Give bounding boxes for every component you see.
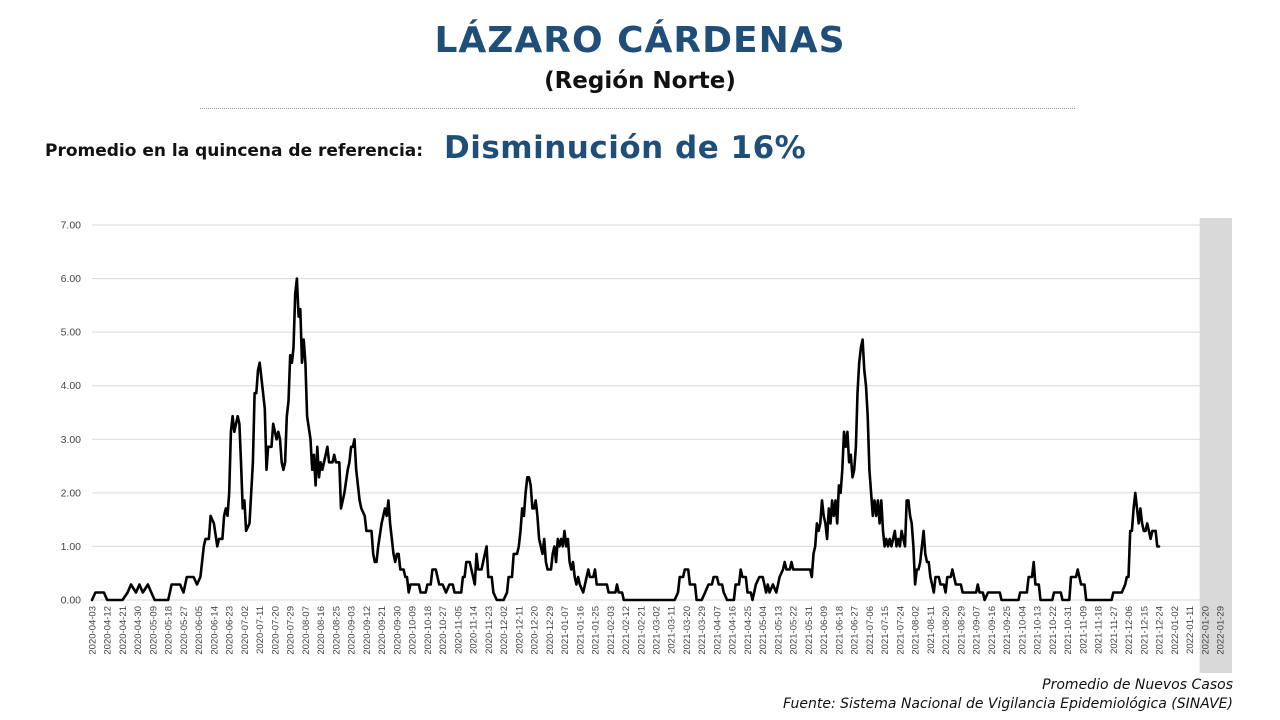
page-title: LÁZARO CÁRDENAS [434, 20, 846, 61]
x-tick-label: 2021-09-16 [987, 606, 998, 655]
x-tick-label: 2021-04-16 [728, 606, 739, 655]
x-tick-label: 2021-12-24 [1155, 606, 1166, 655]
x-tick-label: 2020-12-29 [545, 606, 556, 655]
x-tick-label: 2020-06-14 [209, 606, 220, 655]
x-tick-label: 2021-06-27 [850, 606, 861, 655]
x-tick-label: 2020-10-27 [438, 606, 449, 655]
x-tick-label: 2021-06-18 [834, 606, 845, 655]
x-tick-label: 2020-11-05 [453, 606, 464, 654]
x-tick-label: 2020-07-11 [255, 606, 266, 654]
x-tick-label: 2020-08-25 [331, 606, 342, 655]
y-axis: 0.00 1.00 2.00 3.00 4.00 5.00 6.00 7.00 [61, 220, 82, 607]
x-tick-label: 2021-11-09 [1078, 606, 1089, 654]
x-tick-label: 2020-10-09 [408, 606, 419, 655]
x-tick-label: 2021-09-07 [972, 606, 983, 655]
x-tick-label: 2021-08-02 [911, 606, 922, 655]
x-tick-label: 2020-05-27 [179, 606, 190, 655]
y-tick-label: 0.00 [61, 595, 82, 607]
x-tick-label: 2020-05-18 [164, 606, 175, 655]
x-tick-label: 2022-01-20 [1200, 606, 1211, 655]
x-tick-label: 2021-03-02 [652, 606, 663, 655]
series-layer [90, 277, 1161, 602]
x-tick-label: 2021-09-25 [1002, 606, 1013, 655]
x-tick-label: 2021-04-07 [712, 606, 723, 655]
y-tick-label: 7.00 [61, 220, 82, 232]
source-note: Fuente: Sistema Nacional de Vigilancia E… [783, 696, 1233, 712]
y-tick-label: 1.00 [61, 541, 82, 553]
x-tick-label: 2022-01-29 [1216, 606, 1227, 655]
x-tick-label: 2020-11-14 [469, 606, 480, 654]
x-tick-label: 2021-02-21 [636, 606, 647, 655]
x-tick-label: 2020-06-23 [225, 606, 236, 655]
x-tick-label: 2021-08-29 [956, 606, 967, 655]
x-tick-label: 2021-11-27 [1109, 606, 1120, 654]
series-note: Promedio de Nuevos Casos [1042, 677, 1233, 693]
x-tick-label: 2021-01-25 [591, 606, 602, 655]
x-tick-label: 2020-07-20 [270, 606, 281, 655]
x-tick-label: 2020-08-07 [301, 606, 312, 655]
x-tick-label: 2021-10-13 [1033, 606, 1044, 655]
x-tick-label: 2022-01-11 [1185, 606, 1196, 654]
x-tick-label: 2021-08-11 [926, 606, 937, 654]
x-tick-label: 2022-01-02 [1170, 606, 1181, 655]
x-tick-label: 2021-12-06 [1124, 606, 1135, 655]
x-tick-label: 2020-04-03 [88, 606, 99, 655]
x-tick-label: 2021-03-29 [697, 606, 708, 655]
x-tick-label: 2020-08-16 [316, 606, 327, 655]
x-tick-label: 2020-12-20 [530, 606, 541, 655]
x-tick-label: 2021-12-15 [1139, 606, 1150, 655]
x-tick-label: 2021-10-22 [1048, 606, 1059, 655]
x-tick-label: 2020-09-12 [362, 606, 373, 655]
x-tick-label: 2021-05-31 [804, 606, 815, 655]
x-tick-label: 2021-04-25 [743, 606, 754, 655]
x-tick-label: 2020-12-11 [514, 606, 525, 654]
title-divider [200, 108, 1075, 109]
x-tick-label: 2021-07-06 [865, 606, 876, 655]
y-tick-label: 5.00 [61, 327, 82, 339]
x-tick-label: 2020-04-30 [133, 606, 144, 655]
x-tick-label: 2021-02-03 [606, 606, 617, 655]
y-tick-label: 2.00 [61, 487, 82, 499]
x-tick-label: 2020-07-02 [240, 606, 251, 655]
reference-value: Disminución de 16% [444, 130, 807, 166]
x-tick-label: 2020-09-30 [392, 606, 403, 655]
page-subtitle: (Región Norte) [544, 68, 736, 94]
y-tick-label: 4.00 [61, 380, 82, 392]
highlight-band-layer [1199, 218, 1232, 673]
x-tick-label: 2021-10-31 [1063, 606, 1074, 655]
x-tick-label: 2020-09-03 [347, 606, 358, 655]
x-tick-label: 2020-07-29 [286, 606, 297, 655]
x-tick-label: 2020-11-23 [484, 606, 495, 654]
x-tick-label: 2021-02-12 [621, 606, 632, 655]
x-tick-label: 2021-07-24 [895, 606, 906, 655]
x-tick-label: 2021-05-13 [773, 606, 784, 655]
x-tick-label: 2021-06-09 [819, 606, 830, 655]
y-tick-label: 6.00 [61, 273, 82, 285]
x-tick-label: 2021-05-04 [758, 606, 769, 655]
x-tick-label: 2021-11-18 [1094, 606, 1105, 654]
x-tick-label: 2020-04-12 [103, 606, 114, 655]
x-tick-label: 2021-10-04 [1017, 606, 1028, 655]
y-tick-label: 3.00 [61, 434, 82, 446]
gridlines [92, 224, 1232, 601]
series-line [90, 277, 1161, 602]
x-tick-label: 2020-04-21 [118, 606, 129, 655]
x-tick-label: 2021-01-07 [560, 606, 571, 655]
x-tick-label: 2021-07-15 [880, 606, 891, 655]
x-tick-label: 2021-03-11 [667, 606, 678, 654]
x-tick-label: 2020-10-18 [423, 606, 434, 655]
x-tick-label: 2020-06-05 [194, 606, 205, 655]
highlight-band [1199, 218, 1232, 673]
x-axis: 2020-04-03 2020-04-12 2020-04-21 2020-04-30… [88, 606, 1227, 655]
x-tick-label: 2021-01-16 [575, 606, 586, 655]
x-tick-label: 2020-12-02 [499, 606, 510, 655]
reference-label: Promedio en la quincena de referencia: [45, 141, 424, 161]
x-tick-label: 2021-03-20 [682, 606, 693, 655]
x-tick-label: 2020-09-21 [377, 606, 388, 655]
x-tick-label: 2020-05-09 [148, 606, 159, 655]
x-tick-label: 2021-08-20 [941, 606, 952, 655]
line-chart: 0.00 1.00 2.00 3.00 4.00 5.00 6.00 7.00 2020-04… [61, 218, 1232, 673]
x-tick-label: 2021-05-22 [789, 606, 800, 655]
